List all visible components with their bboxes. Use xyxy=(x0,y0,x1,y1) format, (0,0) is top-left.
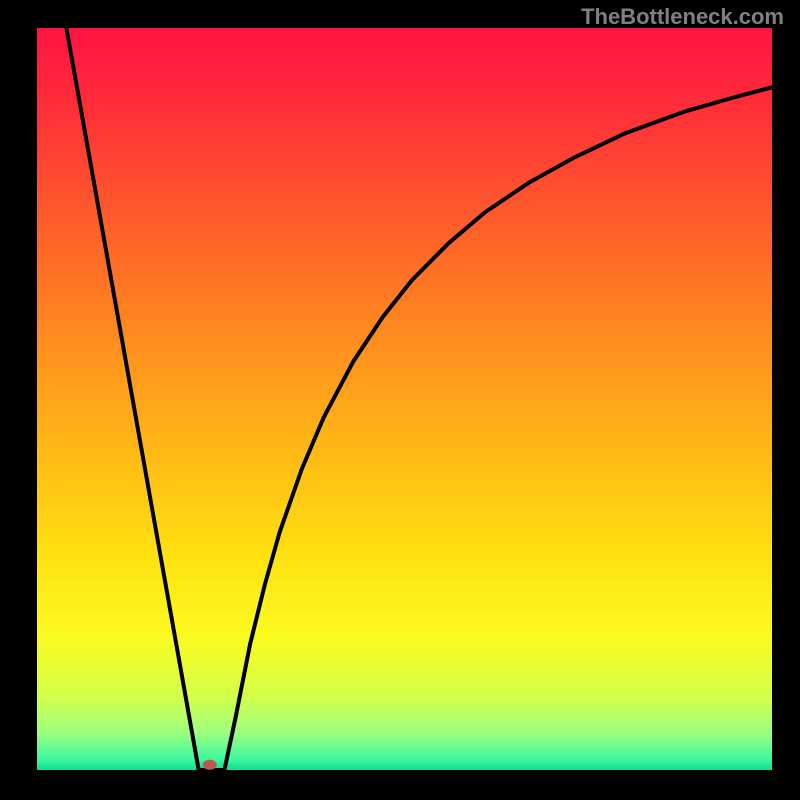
minimum-marker xyxy=(203,760,217,770)
chart-container: TheBottleneck.com xyxy=(0,0,800,800)
plot-area xyxy=(37,28,772,770)
bottleneck-curve xyxy=(66,28,772,770)
watermark-label: TheBottleneck.com xyxy=(581,4,784,30)
curve-layer xyxy=(37,28,772,770)
